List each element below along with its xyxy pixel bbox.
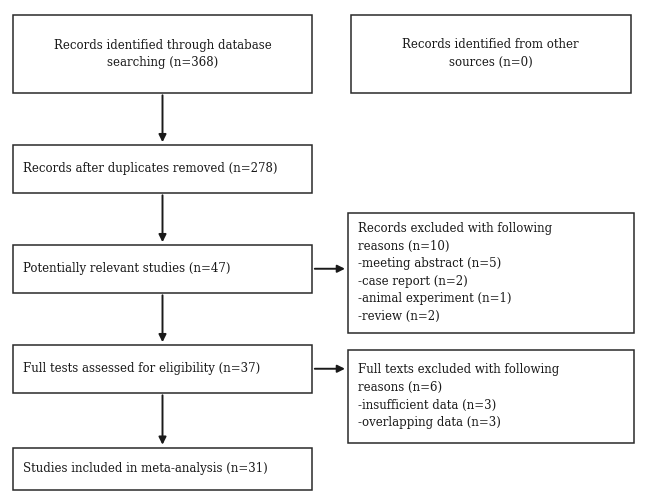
Text: Full tests assessed for eligibility (n=37): Full tests assessed for eligibility (n=3… xyxy=(23,362,260,375)
FancyBboxPatch shape xyxy=(351,15,630,92)
Text: Records after duplicates removed (n=278): Records after duplicates removed (n=278) xyxy=(23,162,278,175)
Text: Potentially relevant studies (n=47): Potentially relevant studies (n=47) xyxy=(23,262,230,275)
FancyBboxPatch shape xyxy=(13,145,312,192)
Text: Records identified from other
sources (n=0): Records identified from other sources (n… xyxy=(402,38,579,69)
Text: Records identified through database
searching (n=368): Records identified through database sear… xyxy=(53,38,272,69)
FancyBboxPatch shape xyxy=(13,448,312,490)
Text: Full texts excluded with following
reasons (n=6)
-insufficient data (n=3)
-overl: Full texts excluded with following reaso… xyxy=(358,364,559,429)
FancyBboxPatch shape xyxy=(13,15,312,92)
FancyBboxPatch shape xyxy=(348,212,634,332)
Text: Records excluded with following
reasons (n=10)
-meeting abstract (n=5)
-case rep: Records excluded with following reasons … xyxy=(358,222,552,323)
FancyBboxPatch shape xyxy=(13,345,312,393)
FancyBboxPatch shape xyxy=(348,350,634,442)
FancyBboxPatch shape xyxy=(13,245,312,292)
Text: Studies included in meta-analysis (n=31): Studies included in meta-analysis (n=31) xyxy=(23,462,268,475)
